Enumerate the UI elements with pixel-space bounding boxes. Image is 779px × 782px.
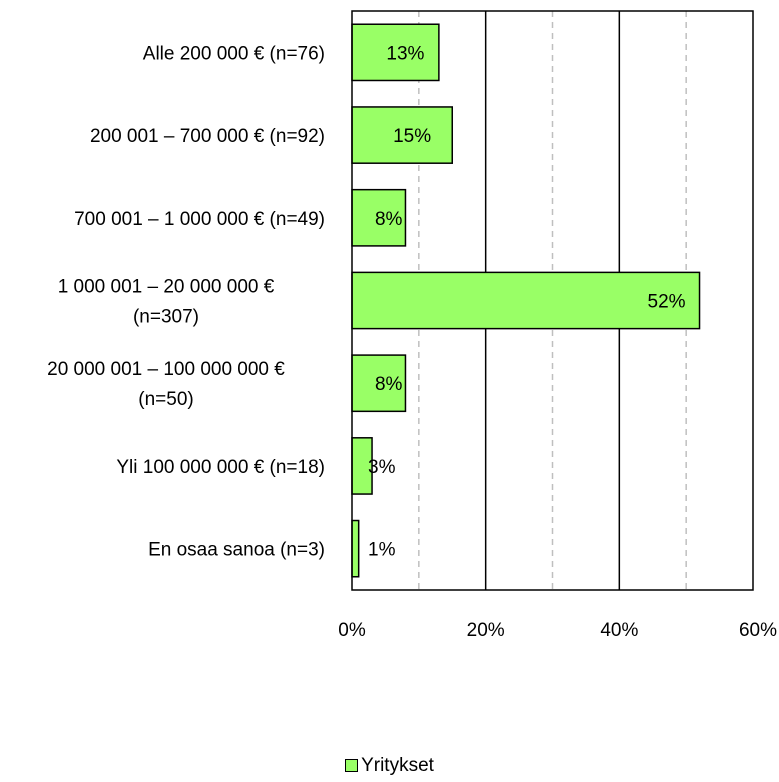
x-tick-label: 0% xyxy=(338,620,366,641)
category-label: 20 000 001 – 100 000 000 € xyxy=(47,359,285,380)
bar xyxy=(351,354,407,413)
data-labels: 13% 15% 8% 52% 8% 3% 1% xyxy=(368,43,686,560)
legend: Yritykset xyxy=(0,755,779,777)
data-label: 15% xyxy=(393,126,431,147)
bar xyxy=(351,188,407,247)
data-label: 52% xyxy=(648,292,686,313)
data-label: 8% xyxy=(375,374,403,395)
bar xyxy=(351,23,440,82)
data-label: 1% xyxy=(368,540,396,561)
x-tick-label: 40% xyxy=(600,620,638,641)
category-label: 700 001 – 1 000 000 € (n=49) xyxy=(74,209,325,230)
legend-swatch xyxy=(345,759,359,772)
plot-area-border xyxy=(351,10,754,591)
category-label: (n=50) xyxy=(138,389,193,410)
category-label: 200 001 – 700 000 € (n=92) xyxy=(90,126,325,147)
category-labels: Alle 200 000 € (n=76) 200 001 – 700 000 €… xyxy=(47,43,325,560)
data-label: 13% xyxy=(386,43,424,64)
category-label: (n=307) xyxy=(133,307,199,328)
data-label: 3% xyxy=(368,457,396,478)
category-label: Yli 100 000 000 € (n=18) xyxy=(116,457,325,478)
x-axis-ticks: 0% 20% 40% 60% xyxy=(338,620,777,641)
data-label: 8% xyxy=(375,209,403,230)
bars xyxy=(351,23,701,578)
legend-label: Yritykset xyxy=(361,755,434,776)
plot-frame xyxy=(351,10,754,591)
category-label: En osaa sanoa (n=3) xyxy=(148,540,325,561)
bar xyxy=(351,106,453,164)
bar xyxy=(351,519,360,578)
x-tick-label: 20% xyxy=(467,620,505,641)
category-label: 1 000 001 – 20 000 000 € xyxy=(58,277,275,298)
bar xyxy=(351,271,701,330)
x-tick-label: 60% xyxy=(739,620,777,641)
category-label: Alle 200 000 € (n=76) xyxy=(143,43,325,64)
